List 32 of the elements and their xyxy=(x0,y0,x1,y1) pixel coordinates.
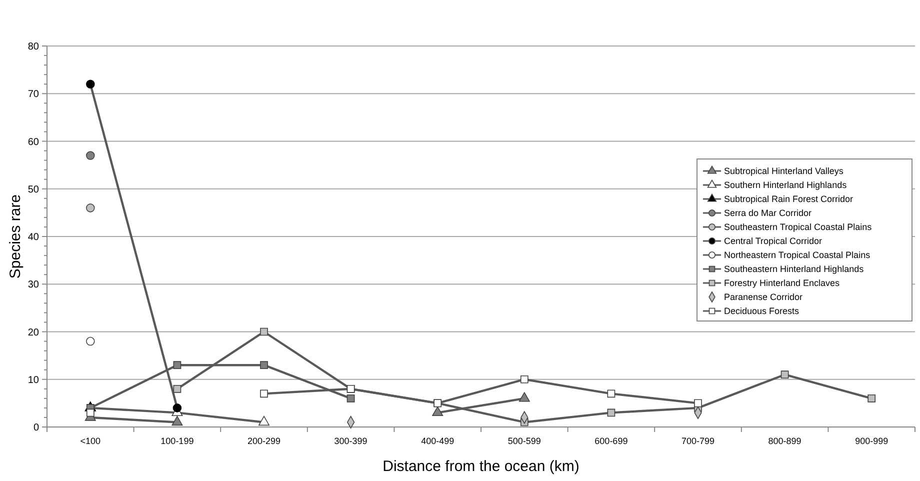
legend-label: Deciduous Forests xyxy=(724,306,800,316)
legend-label: Southern Hinterland Highlands xyxy=(724,180,848,190)
x-tick-label: 900-999 xyxy=(855,436,888,446)
y-tick-label: 80 xyxy=(28,42,40,52)
x-tick-label: 800-899 xyxy=(768,436,802,446)
x-tick-label: 600-699 xyxy=(594,436,628,446)
legend-label: Northeastern Tropical Coastal Plains xyxy=(724,250,871,260)
y-tick-label: 20 xyxy=(28,327,40,338)
legend-label: Forestry Hinterland Enclaves xyxy=(724,278,840,288)
x-tick-label: 400-499 xyxy=(421,436,454,446)
y-tick-label: 60 xyxy=(28,136,40,148)
x-tick-label: 200-299 xyxy=(247,436,281,446)
x-tick-label: 300-399 xyxy=(334,436,368,446)
y-tick-label: 0 xyxy=(33,422,40,434)
legend-label: Subtropical Hinterland Valleys xyxy=(724,166,844,176)
legend-label: Southeastern Hinterland Highlands xyxy=(724,264,864,274)
y-axis-title: Species rare xyxy=(7,194,24,279)
x-axis-title: Distance from the ocean (km) xyxy=(382,458,580,475)
legend-label: Paranense Corridor xyxy=(724,292,803,302)
x-tick-label: 700-799 xyxy=(681,436,715,446)
y-tick-label: 10 xyxy=(28,374,40,386)
y-tick-label: 40 xyxy=(28,232,40,243)
legend-label: Subtropical Rain Forest Corridor xyxy=(724,194,854,204)
x-tick-label: 500-599 xyxy=(508,436,541,446)
x-tick-label: <100 xyxy=(80,436,101,446)
legend-label: Serra do Mar Corridor xyxy=(724,208,812,218)
y-tick-label: 30 xyxy=(28,280,40,291)
legend-label: Southeastern Tropical Coastal Plains xyxy=(724,222,872,232)
x-tick-label: 100-199 xyxy=(160,436,194,446)
legend-label: Central Tropical Corridor xyxy=(724,236,822,246)
y-tick-label: 50 xyxy=(28,184,40,196)
y-tick-label: 70 xyxy=(28,89,40,100)
